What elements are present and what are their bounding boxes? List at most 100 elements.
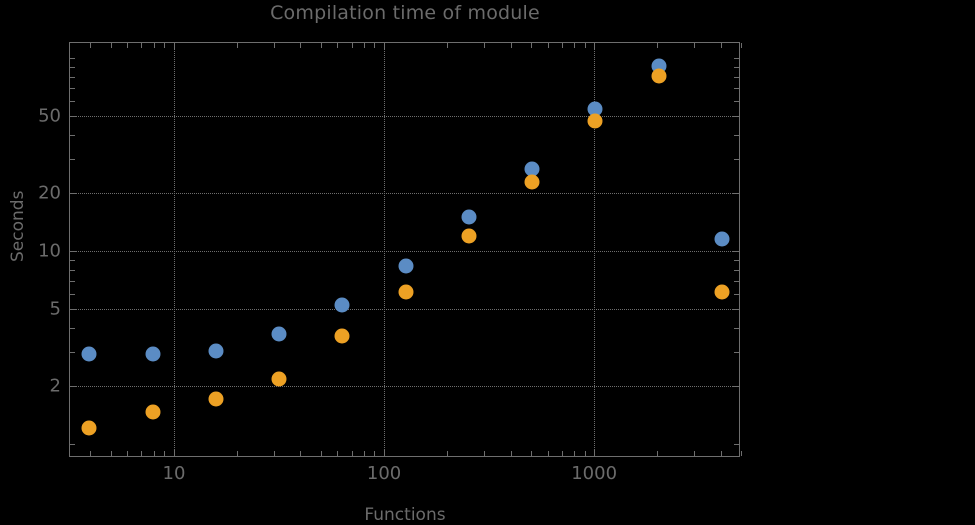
x-tick-minor (320, 43, 322, 48)
data-point (461, 209, 477, 225)
y-tick-major-right (732, 251, 739, 253)
y-tick-minor (734, 159, 739, 161)
x-tick-minor (320, 451, 322, 456)
y-tick-minor (70, 135, 75, 137)
x-tick-minor (484, 43, 486, 48)
y-tick-major (70, 116, 77, 118)
y-tick-major (70, 193, 77, 195)
x-tick-minor (530, 451, 532, 456)
y-gridline (70, 386, 739, 388)
data-point (81, 346, 97, 362)
data-point (714, 231, 730, 247)
x-tick-minor (484, 451, 486, 456)
x-gridline (384, 43, 386, 456)
x-tick-minor (720, 451, 722, 456)
x-tick-minor (90, 451, 92, 456)
data-point (208, 343, 224, 359)
y-tick-minor (734, 101, 739, 103)
x-tick-minor (110, 43, 112, 48)
data-point (587, 113, 603, 129)
y-tick-major-right (732, 386, 739, 388)
chart-title: Compilation time of module (270, 2, 540, 24)
data-point (398, 284, 414, 300)
y-tick-label: 20 (38, 182, 61, 204)
x-tick-minor (573, 43, 575, 48)
x-tick-minor (127, 451, 129, 456)
x-tick-minor (573, 451, 575, 456)
y-tick-minor (734, 444, 739, 446)
y-tick-major (70, 386, 77, 388)
x-tick-minor (363, 451, 365, 456)
y-tick-minor (70, 281, 75, 283)
x-tick-minor (694, 451, 696, 456)
x-tick-minor (351, 451, 353, 456)
y-tick-minor (70, 67, 75, 69)
y-tick-minor (70, 270, 75, 272)
x-tick-minor (164, 451, 166, 456)
x-tick-minor (657, 451, 659, 456)
y-tick-minor (734, 88, 739, 90)
plot-area: 2 5 10 20 50 10 100 1000 (38, 42, 742, 484)
data-point (271, 371, 287, 387)
x-tick-minor (547, 43, 549, 48)
y-tick-label: 10 (38, 240, 61, 262)
x-tick-minor (584, 43, 586, 48)
y-gridline (70, 251, 739, 253)
x-tick-minor (90, 43, 92, 48)
y-axis-title: Seconds (8, 190, 28, 262)
data-point (334, 297, 350, 313)
y-tick-major-right (732, 193, 739, 195)
y-tick-major-right (732, 116, 739, 118)
x-tick-minor (561, 451, 563, 456)
x-tick-major-top (173, 43, 175, 50)
x-tick-minor (237, 43, 239, 48)
x-gridline (594, 43, 596, 456)
x-tick-minor (694, 43, 696, 48)
x-tick-minor (561, 43, 563, 48)
x-tick-minor (141, 451, 143, 456)
x-tick-minor (300, 43, 302, 48)
x-tick-minor (530, 43, 532, 48)
x-tick-minor (351, 43, 353, 48)
x-tick-minor (510, 451, 512, 456)
y-tick-minor (734, 76, 739, 78)
y-tick-major-right (732, 309, 739, 311)
x-tick-minor (237, 451, 239, 456)
y-tick-minor (70, 328, 75, 330)
y-tick-minor (70, 294, 75, 296)
y-tick-minor (70, 159, 75, 161)
y-tick-label: 5 (49, 298, 61, 320)
y-tick-minor (70, 101, 75, 103)
x-tick-major-top (594, 43, 596, 50)
x-tick-minor (447, 451, 449, 456)
x-tick-minor (153, 451, 155, 456)
x-tick-minor (300, 451, 302, 456)
data-point (587, 101, 603, 117)
y-tick-minor (734, 328, 739, 330)
data-point (145, 404, 161, 420)
x-tick-minor (363, 43, 365, 48)
y-tick-minor (70, 76, 75, 78)
y-tick-minor (70, 88, 75, 90)
data-point (271, 326, 287, 342)
y-tick-minor (70, 58, 75, 60)
y-tick-minor (734, 352, 739, 354)
y-tick-minor (734, 135, 739, 137)
y-tick-minor (734, 58, 739, 60)
x-tick-minor (164, 43, 166, 48)
y-tick-minor (734, 260, 739, 262)
y-gridline (70, 116, 739, 118)
x-tick-minor (141, 43, 143, 48)
data-point (398, 258, 414, 274)
x-tick-minor (127, 43, 129, 48)
y-gridline (70, 193, 739, 195)
x-tick-minor (274, 43, 276, 48)
x-tick-label: 100 (366, 463, 402, 484)
y-tick-minor (70, 444, 75, 446)
x-tick-minor (337, 43, 339, 48)
data-point (714, 284, 730, 300)
x-gridline (173, 43, 175, 456)
y-tick-label: 50 (38, 105, 61, 127)
x-tick-major (594, 449, 596, 456)
